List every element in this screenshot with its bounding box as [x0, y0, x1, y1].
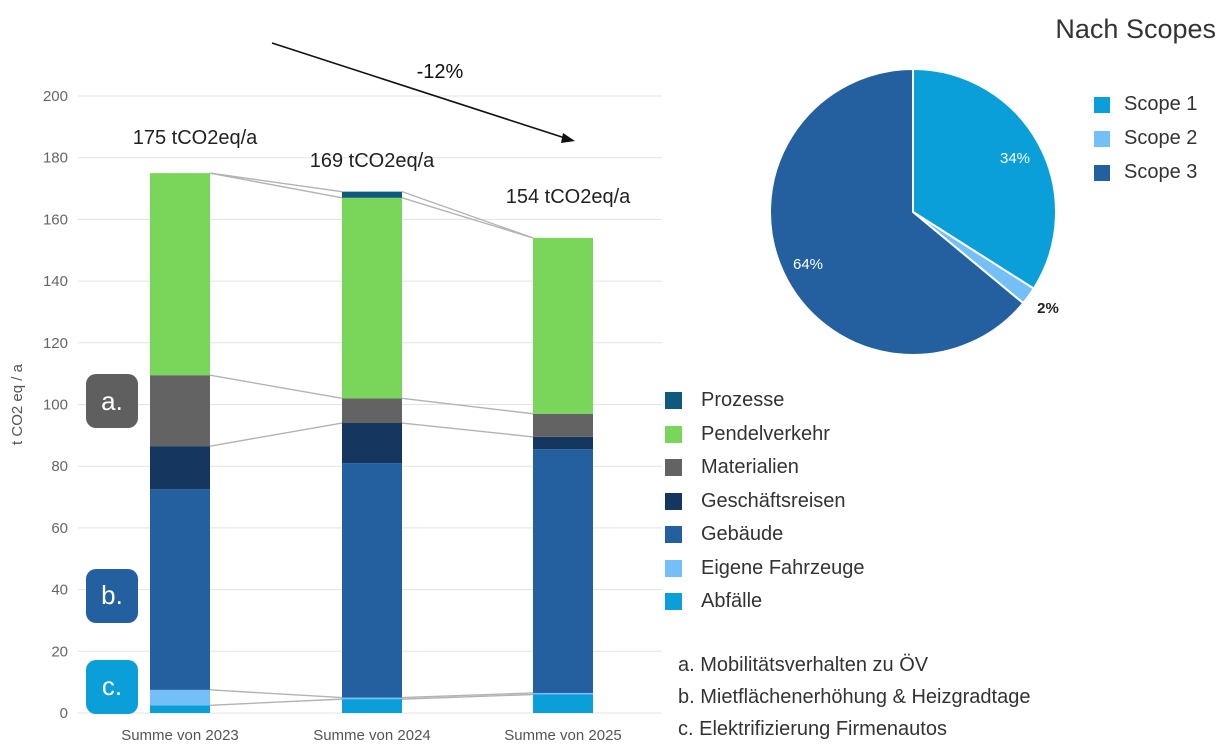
legend-swatch — [665, 392, 682, 409]
legend-item: Prozesse — [665, 389, 784, 412]
x-tick-label: Summe von 2025 — [504, 727, 622, 744]
badge-b: b. — [86, 568, 138, 623]
legend-item: Abfälle — [665, 590, 762, 613]
bar-segment-gesch-ftsreisen — [533, 436, 593, 450]
bar-segment-eigene-fahrzeuge — [533, 692, 593, 695]
y-tick-label: 60 — [51, 520, 68, 537]
y-tick-label: 100 — [43, 397, 68, 414]
pie-slice-scope-3 — [769, 67, 1025, 356]
bar-segment-pendelverkehr — [533, 237, 593, 414]
trend-arrow — [271, 42, 569, 140]
bar-segment-abf-lle — [342, 699, 402, 713]
legend-item: Eigene Fahrzeuge — [665, 557, 864, 580]
legend-label: Gebäude — [701, 523, 784, 545]
bar-segment-prozesse — [342, 191, 402, 198]
bar-segment-materialien — [533, 413, 593, 437]
trend-annotation: -12% — [417, 61, 464, 83]
pie-slice-label: 34% — [1000, 150, 1030, 167]
connector-line — [401, 197, 534, 239]
legend-swatch — [665, 559, 682, 577]
pie-legend-swatch — [1094, 164, 1110, 181]
total-label: 169 tCO2eq/a — [310, 150, 435, 172]
pie-title: Nach Scopes — [1055, 14, 1216, 44]
legend-swatch — [665, 425, 682, 443]
connector-line — [401, 693, 534, 700]
total-label: 154 tCO2eq/a — [506, 186, 631, 208]
y-tick-label: 40 — [51, 582, 68, 599]
bar-segment-eigene-fahrzeuge — [342, 697, 402, 700]
legend-swatch — [665, 492, 682, 510]
pie-legend-item: Scope 2 — [1094, 127, 1197, 150]
y-tick-label: 120 — [43, 335, 68, 352]
legend-item: Pendelverkehr — [665, 423, 830, 446]
connector-line — [401, 422, 534, 438]
connector-line — [209, 374, 343, 400]
bar-segment-abf-lle — [533, 694, 593, 713]
connector-line — [209, 422, 343, 447]
connector-line — [209, 172, 343, 199]
pie-legend-label: Scope 3 — [1124, 161, 1198, 183]
x-tick-label: Summe von 2024 — [313, 727, 431, 744]
trend-arrow-head — [561, 133, 575, 143]
pie-slice-label: 64% — [793, 256, 823, 273]
y-tick-label: 160 — [43, 211, 68, 228]
pie-legend-item: Scope 1 — [1094, 93, 1197, 116]
badge-c: c. — [86, 659, 138, 714]
legend-swatch — [665, 459, 682, 476]
bar-segment-geb-ude — [533, 449, 593, 693]
bar-segment-geb-ude — [150, 489, 210, 690]
bar-segment-pendelverkehr — [342, 197, 402, 399]
connector-line — [209, 689, 343, 699]
legend-label: Materialien — [701, 456, 799, 478]
bar-segment-pendelverkehr — [150, 173, 210, 376]
pie-legend-swatch — [1094, 96, 1110, 113]
note-c: c. Elektrifizierung Firmenautos — [678, 718, 947, 740]
legend-swatch — [665, 593, 682, 610]
bar-segment-abf-lle — [150, 705, 210, 713]
legend-label: Eigene Fahrzeuge — [701, 556, 865, 579]
bar-segment-eigene-fahrzeuge — [150, 689, 210, 706]
bar-segment-gesch-ftsreisen — [342, 423, 402, 464]
legend-item: Geschäftsreisen — [665, 490, 846, 513]
legend-item: Gebäude — [665, 523, 783, 546]
y-tick-label: 140 — [43, 273, 68, 290]
note-a: a. Mobilitätsverhalten zu ÖV — [678, 654, 929, 676]
badge-a: a. — [86, 374, 138, 429]
y-tick-label: 20 — [51, 643, 68, 660]
legend-label: Abfälle — [701, 590, 763, 612]
connector-line — [209, 172, 343, 193]
legend-item: Materialien — [665, 456, 799, 479]
bar-segment-materialien — [342, 398, 402, 424]
connector-line — [401, 692, 534, 699]
pie-legend-item: Scope 3 — [1094, 161, 1197, 184]
pie-legend-label: Scope 1 — [1124, 93, 1198, 115]
note-b: b. Mietflächenerhöhung & Heizgradtage — [678, 686, 1031, 708]
y-tick-label: 200 — [43, 88, 68, 105]
bar-segment-gesch-ftsreisen — [150, 446, 210, 490]
y-tick-label: 0 — [60, 705, 68, 722]
total-label: 175 tCO2eq/a — [133, 127, 258, 149]
pie-legend-swatch — [1094, 130, 1110, 147]
y-tick-label: 80 — [51, 458, 68, 475]
legend-label: Pendelverkehr — [701, 422, 830, 445]
pie-slice-label: 2% — [1037, 300, 1059, 317]
connector-line — [401, 190, 534, 239]
pie-legend-label: Scope 2 — [1124, 127, 1198, 149]
legend-label: Geschäftsreisen — [701, 489, 846, 512]
connector-line — [209, 698, 343, 706]
bar-segment-geb-ude — [342, 463, 402, 698]
connector-line — [401, 397, 534, 415]
y-axis-label: t CO2 eq / a — [9, 363, 26, 445]
legend-swatch — [665, 526, 682, 543]
legend-label: Prozesse — [701, 389, 785, 411]
x-tick-label: Summe von 2023 — [121, 727, 239, 744]
y-tick-label: 180 — [43, 150, 68, 167]
bar-segment-materialien — [150, 375, 210, 447]
